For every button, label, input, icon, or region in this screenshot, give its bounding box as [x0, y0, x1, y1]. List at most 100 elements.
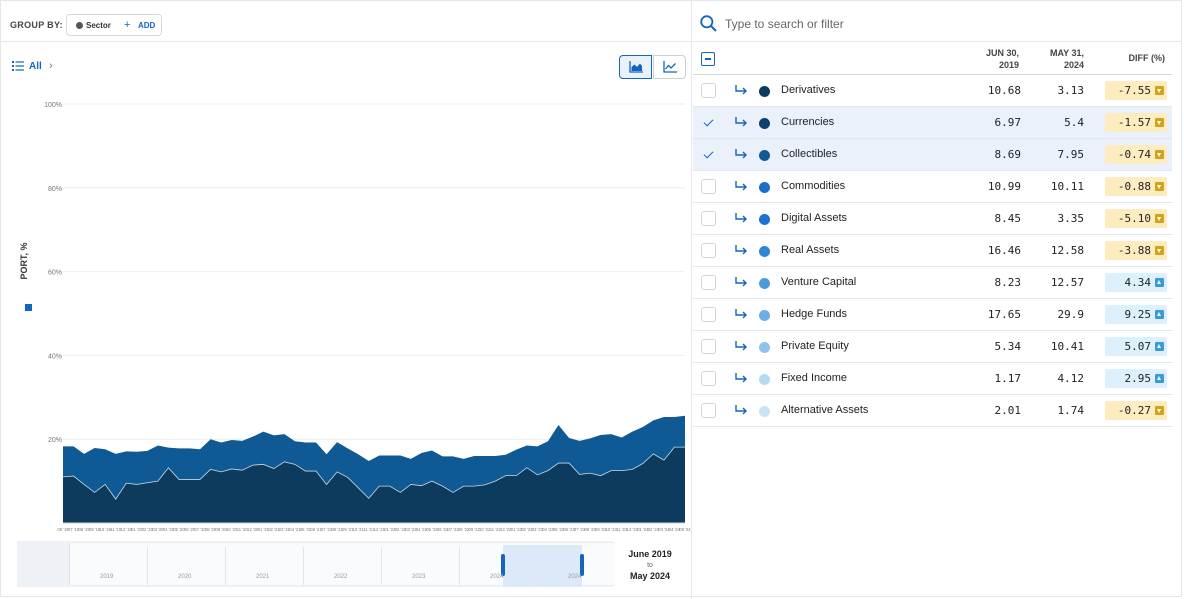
- line-chart-button[interactable]: [653, 55, 686, 79]
- series-color-dot: [759, 246, 770, 257]
- search-input[interactable]: [723, 12, 1157, 36]
- brush-handle-end[interactable]: [580, 554, 584, 576]
- brush-handle-start[interactable]: [501, 554, 505, 576]
- row-checkbox[interactable]: [701, 307, 716, 322]
- x-tick-label: 01 '22: [384, 527, 396, 532]
- area-chart-button[interactable]: [619, 55, 652, 79]
- plus-icon[interactable]: +: [124, 19, 131, 31]
- brush-year-divider: [537, 547, 538, 585]
- x-tick-label: 09 '22: [469, 527, 481, 532]
- series-color-dot: [759, 150, 770, 161]
- drill-down-arrow-icon[interactable]: [734, 276, 748, 288]
- x-tick-label: 04 '23: [542, 527, 554, 532]
- row-name[interactable]: Real Assets: [781, 244, 840, 256]
- y-tick-label: 100%: [44, 102, 62, 109]
- diff-value: -0.88: [1117, 180, 1151, 193]
- diff-badge: 4.34: [1105, 273, 1167, 292]
- row-checkbox[interactable]: [701, 371, 716, 386]
- x-tick-label: 04 '21: [289, 527, 301, 532]
- series-area-1: [63, 415, 685, 500]
- arrow-up-icon: [1155, 310, 1164, 319]
- table-row[interactable]: Venture Capital 8.23 12.57 4.34: [693, 267, 1172, 299]
- row-name[interactable]: Collectibles: [781, 148, 838, 160]
- x-tick-label: 10 '23: [606, 527, 618, 532]
- row-checkbox[interactable]: [701, 115, 716, 130]
- row-name[interactable]: Alternative Assets: [781, 404, 869, 416]
- group-by-chip[interactable]: Sector + ADD: [66, 14, 162, 36]
- row-checkbox[interactable]: [701, 275, 716, 290]
- diff-badge: -0.74: [1105, 145, 1167, 164]
- header-col-start[interactable]: JUN 30, 2019: [985, 48, 1019, 70]
- drill-down-arrow-icon[interactable]: [734, 404, 748, 416]
- brush-track[interactable]: 2019 2020 2021 2022 2023 2024 2024: [69, 543, 615, 587]
- row-checkbox[interactable]: [701, 83, 716, 98]
- row-checkbox[interactable]: [701, 179, 716, 194]
- x-tick-label: 12 '19: [121, 527, 133, 532]
- row-name[interactable]: Private Equity: [781, 340, 849, 352]
- row-checkbox[interactable]: [701, 339, 716, 354]
- row-name[interactable]: Derivatives: [781, 84, 836, 96]
- row-name[interactable]: Fixed Income: [781, 372, 848, 384]
- brush-selection[interactable]: [503, 545, 582, 587]
- select-all-checkbox[interactable]: [701, 52, 715, 66]
- date-range-label: June 2019 to May 2024: [620, 549, 680, 582]
- row-name[interactable]: Currencies: [781, 116, 835, 128]
- row-checkbox[interactable]: [701, 211, 716, 226]
- diff-value: 4.34: [1124, 276, 1152, 289]
- drill-down-arrow-icon[interactable]: [734, 212, 748, 224]
- list-icon: [12, 61, 24, 71]
- row-value-end: 4.12: [1057, 372, 1085, 385]
- drill-down-arrow-icon[interactable]: [734, 308, 748, 320]
- breadcrumb-all[interactable]: All: [29, 61, 42, 72]
- header-col-end[interactable]: MAY 31, 2024: [1049, 48, 1084, 70]
- table-row[interactable]: Digital Assets 8.45 3.35 -5.10: [693, 203, 1172, 235]
- drill-down-arrow-icon[interactable]: [734, 340, 748, 352]
- y-tick-label: 80%: [48, 186, 62, 193]
- chevron-right-icon: ›: [49, 60, 53, 72]
- drill-down-arrow-icon[interactable]: [734, 84, 748, 96]
- diff-value: 2.95: [1124, 372, 1152, 385]
- table-row[interactable]: Derivatives 10.68 3.13 -7.55: [693, 75, 1172, 107]
- x-tick-label: 06 '21: [310, 527, 322, 532]
- row-name[interactable]: Venture Capital: [781, 276, 857, 288]
- drill-down-arrow-icon[interactable]: [734, 180, 748, 192]
- x-tick-label: 06 '20: [184, 527, 196, 532]
- x-tick-label: 09 '20: [215, 527, 227, 532]
- table-row[interactable]: Alternative Assets 2.01 1.74 -0.27: [693, 395, 1172, 427]
- legend-square-icon: [25, 304, 32, 311]
- x-tick-label: 10 '21: [353, 527, 365, 532]
- table-row[interactable]: Hedge Funds 17.65 29.9 9.25: [693, 299, 1172, 331]
- add-group-button[interactable]: ADD: [138, 21, 156, 30]
- drill-down-arrow-icon[interactable]: [734, 372, 748, 384]
- sector-chip-label[interactable]: Sector: [86, 21, 111, 30]
- table-row[interactable]: Real Assets 16.46 12.58 -3.88: [693, 235, 1172, 267]
- table-row[interactable]: Currencies 6.97 5.4 -1.57: [693, 107, 1172, 139]
- search-icon[interactable]: [700, 15, 717, 32]
- x-tick-label: 04 '22: [416, 527, 428, 532]
- timeline-brush[interactable]: 2019 2020 2021 2022 2023 2024 2024 June 2019 t…: [17, 541, 685, 587]
- brush-year-label: 2019: [100, 574, 114, 580]
- row-checkbox[interactable]: [701, 147, 716, 162]
- drill-down-arrow-icon[interactable]: [734, 116, 748, 128]
- diff-value: 9.25: [1124, 308, 1152, 321]
- x-tick-label: 08 '22: [458, 527, 470, 532]
- table-row[interactable]: Collectibles 8.69 7.95 -0.74: [693, 139, 1172, 171]
- drill-down-arrow-icon[interactable]: [734, 244, 748, 256]
- row-value-end: 29.9: [1057, 308, 1085, 321]
- table-row[interactable]: Commodities 10.99 10.11 -0.88: [693, 171, 1172, 203]
- x-tick-label: 11 '22: [490, 527, 502, 532]
- table-row[interactable]: Private Equity 5.34 10.41 5.07: [693, 331, 1172, 363]
- row-checkbox[interactable]: [701, 403, 716, 418]
- row-name[interactable]: Commodities: [781, 180, 846, 192]
- brush-year-label: 2020: [178, 574, 192, 580]
- row-name[interactable]: Digital Assets: [781, 212, 848, 224]
- drill-down-arrow-icon[interactable]: [734, 148, 748, 160]
- row-name[interactable]: Hedge Funds: [781, 308, 848, 320]
- table-row[interactable]: Fixed Income 1.17 4.12 2.95: [693, 363, 1172, 395]
- chart-view-toggle[interactable]: [619, 55, 686, 79]
- diff-value: -7.55: [1117, 84, 1151, 97]
- row-checkbox[interactable]: [701, 243, 716, 258]
- header-col-diff[interactable]: DIFF (%): [1128, 53, 1166, 63]
- brush-year-divider: [459, 547, 460, 585]
